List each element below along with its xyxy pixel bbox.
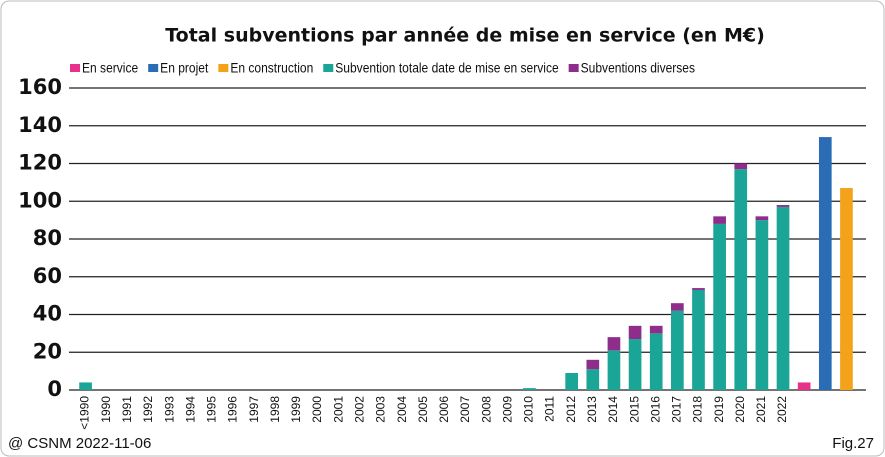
x-tick-label: 2000 [310, 396, 324, 423]
bar [713, 216, 726, 224]
bar [607, 350, 621, 390]
x-tick-label: 2014 [606, 396, 620, 423]
x-tick-label: 2019 [712, 396, 726, 423]
legend-label: Subventions diverses [581, 60, 696, 76]
x-tick-label: 2015 [627, 396, 641, 423]
y-tick-label: 100 [18, 188, 62, 212]
legend-swatch [70, 64, 80, 72]
x-tick-label: 2021 [754, 396, 768, 423]
y-tick-label: 60 [33, 264, 62, 288]
bar [818, 137, 832, 390]
y-tick-label: 120 [18, 151, 62, 175]
legend-swatch [218, 64, 229, 72]
x-tick-label: 2009 [500, 396, 514, 423]
bar [649, 325, 663, 334]
bar [755, 220, 769, 390]
bar [713, 223, 726, 390]
x-tick-label: 1991 [120, 396, 134, 423]
bar [586, 369, 600, 390]
x-tick-label: 2017 [670, 396, 684, 423]
bar [671, 303, 684, 311]
bar [776, 206, 790, 390]
x-tick-label: 2006 [437, 396, 451, 423]
x-tick-label: 2010 [522, 396, 536, 423]
x-tick-label: 2016 [648, 396, 662, 423]
x-tick-label: 2011 [543, 396, 557, 422]
legend-label: Subvention totale date de mise en servic… [335, 60, 558, 76]
x-tick-label: 2003 [374, 396, 388, 423]
bar [797, 382, 811, 390]
bar [755, 216, 769, 221]
bar [671, 310, 684, 390]
legend-label: En service [82, 60, 138, 76]
legend-swatch [148, 64, 159, 72]
legend-swatch [323, 64, 334, 72]
bar [734, 169, 748, 390]
y-tick-label: 0 [47, 377, 62, 401]
y-tick-label: 140 [18, 113, 62, 137]
bar [734, 163, 748, 170]
x-tick-label: 1999 [289, 396, 303, 423]
bar [586, 359, 600, 370]
chart-title: Total subventions par année de mise en s… [165, 25, 765, 47]
bar [523, 388, 536, 390]
y-tick-label: 80 [33, 226, 62, 250]
bar [607, 337, 621, 351]
x-tick-label: 1998 [268, 396, 282, 423]
x-tick-label: <1990 [78, 396, 92, 430]
bar [692, 289, 705, 390]
bar [79, 382, 92, 390]
bar [776, 205, 790, 207]
source: @ CSNM 2022-11-06 [8, 435, 151, 452]
x-tick-label: 2018 [691, 396, 705, 423]
x-tick-label: 2022 [775, 396, 789, 423]
y-tick-label: 40 [33, 302, 62, 326]
legend-label: En construction [230, 60, 313, 76]
bar [649, 333, 663, 390]
x-tick-label: 2007 [458, 396, 472, 423]
x-tick-label: 2002 [352, 396, 366, 423]
x-tick-label: 1997 [247, 396, 261, 423]
bar [692, 288, 705, 290]
y-tick-label: 160 [18, 75, 62, 99]
x-tick-label: 2013 [585, 396, 599, 423]
x-tick-label: 1996 [226, 396, 240, 423]
x-tick-label: 2008 [479, 396, 493, 423]
x-tick-label: 2012 [564, 396, 578, 423]
legend-label: En projet [160, 60, 208, 76]
bar [628, 339, 642, 390]
x-tick-label: 1992 [141, 396, 155, 423]
x-tick-label: 1994 [183, 396, 197, 423]
x-tick-label: 2020 [733, 396, 747, 423]
x-tick-label: 2005 [416, 396, 430, 423]
x-tick-label: 1995 [205, 396, 219, 423]
legend-swatch [568, 64, 579, 72]
bar [565, 373, 579, 390]
x-tick-label: 2001 [331, 396, 345, 423]
x-tick-label: 1993 [162, 396, 176, 423]
bar [628, 325, 642, 340]
x-tick-label: 1990 [99, 396, 113, 423]
x-tick-label: 2004 [395, 396, 409, 423]
y-tick-label: 20 [33, 339, 62, 363]
bar [840, 188, 853, 390]
figure-number: Fig.27 [832, 435, 874, 452]
